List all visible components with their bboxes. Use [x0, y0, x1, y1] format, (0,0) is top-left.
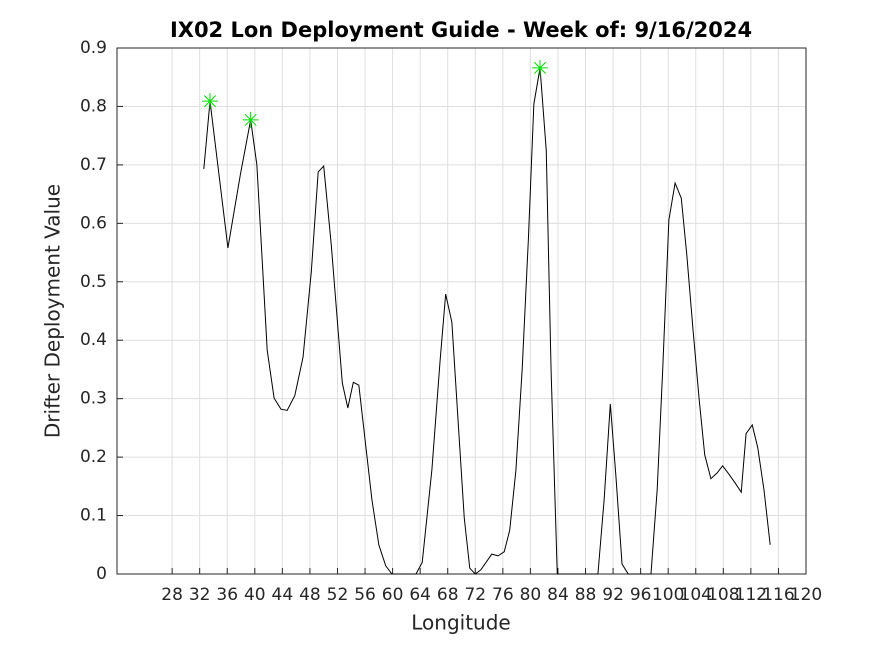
- x-tick-label: 84: [547, 585, 569, 605]
- x-tick-label: 104: [680, 585, 712, 605]
- x-tick-label: 120: [790, 585, 822, 605]
- x-tick-label: 80: [520, 585, 542, 605]
- x-tick-label: 44: [272, 585, 294, 605]
- x-tick-label: 116: [762, 585, 794, 605]
- y-axis-label: Drifter Deployment Value: [41, 184, 65, 438]
- x-tick-label: 60: [382, 585, 404, 605]
- peak-marker: [532, 59, 549, 76]
- x-tick-label: 108: [707, 585, 739, 605]
- x-tick-label: 92: [602, 585, 624, 605]
- axes-box: [116, 47, 807, 575]
- peak-marker: [202, 93, 219, 110]
- x-tick-label: 48: [299, 585, 321, 605]
- y-tick-label: 0.3: [80, 389, 107, 409]
- peak-marker: [242, 111, 259, 128]
- x-tick-label: 72: [464, 585, 486, 605]
- y-tick-label: 0.9: [80, 38, 107, 58]
- y-tick-label: 0.1: [80, 506, 107, 526]
- y-tick-label: 0.6: [80, 213, 107, 233]
- y-tick-label: 0.4: [80, 330, 107, 350]
- x-axis-label: Longitude: [411, 611, 510, 635]
- y-tick-label: 0.2: [80, 447, 107, 467]
- x-tick-label: 32: [189, 585, 211, 605]
- x-tick-label: 56: [354, 585, 376, 605]
- x-tick-label: 52: [327, 585, 349, 605]
- x-tick-label: 68: [437, 585, 459, 605]
- chart-title: IX02 Lon Deployment Guide - Week of: 9/1…: [170, 18, 752, 42]
- y-tick-label: 0.5: [80, 272, 107, 292]
- y-tick-label: 0: [96, 564, 107, 584]
- x-tick-label: 76: [492, 585, 514, 605]
- x-tick-label: 64: [409, 585, 431, 605]
- x-tick-label: 96: [630, 585, 652, 605]
- plot-area: [117, 48, 806, 574]
- y-tick-label: 0.8: [80, 96, 107, 116]
- x-tick-label: 112: [735, 585, 767, 605]
- data-line: [203, 67, 771, 575]
- y-tick-label: 0.7: [80, 155, 107, 175]
- x-tick-label: 100: [652, 585, 684, 605]
- x-tick-label: 36: [216, 585, 238, 605]
- x-tick-label: 88: [575, 585, 597, 605]
- x-tick-label: 28: [161, 585, 183, 605]
- x-tick-label: 40: [244, 585, 266, 605]
